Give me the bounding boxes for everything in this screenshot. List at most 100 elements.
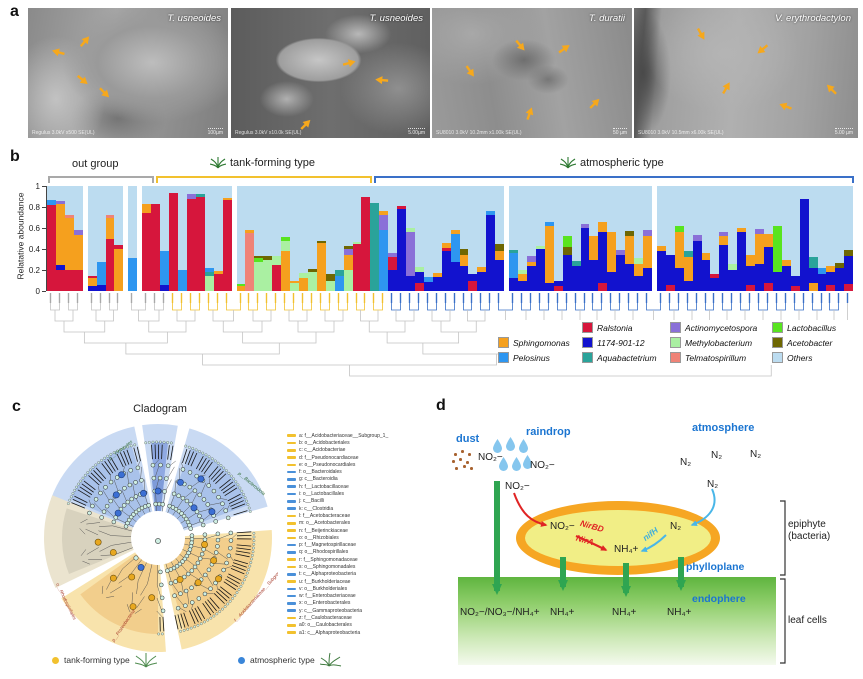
- bar: [544, 186, 554, 291]
- bar-segment: [562, 255, 572, 291]
- bar: [236, 186, 246, 291]
- tank-bracket: [156, 176, 372, 183]
- bar: [799, 186, 809, 291]
- bar: [334, 186, 344, 291]
- taxa-label: c: c__Acidobacteriae: [299, 447, 346, 454]
- bar-segment: [772, 225, 782, 273]
- arrow-icon: [696, 24, 712, 41]
- bar: [763, 186, 773, 291]
- bar: [151, 186, 161, 291]
- cladogram-svg: p__Firmicutesp__Bacteroidotao__Rhodospir…: [44, 424, 278, 652]
- taxa-label: d: f__Pseudonocardiaceae: [299, 454, 359, 461]
- legend-item: 1174-901-12: [582, 335, 670, 350]
- taxa-label: e: o__Pseudonocardiales: [299, 461, 356, 468]
- bar-segment: [701, 259, 711, 291]
- legend-label: Telmatospirillum: [685, 352, 747, 363]
- bar-segment: [799, 198, 809, 291]
- bar-segment: [55, 200, 65, 204]
- dust-particle-icon: [452, 460, 455, 463]
- bar-segment: [665, 255, 675, 285]
- dust-label: dust: [456, 433, 480, 445]
- bar-segment: [352, 241, 362, 244]
- taxa-dash: [287, 624, 296, 627]
- bar-segment: [204, 267, 214, 273]
- dust-particle-icon: [459, 458, 462, 461]
- bar-segment: [450, 234, 460, 262]
- bar-segment: [47, 204, 56, 291]
- bar-segment: [656, 245, 666, 252]
- bar: [142, 186, 152, 291]
- n2-label: N₂: [707, 479, 719, 490]
- bar-segment: [544, 225, 554, 283]
- bar: [343, 186, 353, 291]
- nh4-ellipse-label: NH₄+: [614, 544, 639, 555]
- legend-swatch: [582, 352, 593, 363]
- dust-particle-icon: [466, 461, 469, 464]
- taxa-dash: [287, 463, 296, 467]
- bar-segment: [414, 266, 424, 273]
- bar-segment: [607, 272, 617, 291]
- bar: [47, 186, 56, 291]
- dust-particle-icon: [454, 453, 457, 456]
- bar-segment: [817, 267, 827, 275]
- no2-dust-label: NO₂−: [478, 452, 503, 463]
- taxa-label: a0: o__Caulobacterales: [299, 622, 352, 629]
- bar-segment: [114, 244, 124, 249]
- taxa-label: a: f__Acidobacteriaceae__Subgroup_1_: [299, 432, 389, 439]
- y-tick-mark: [42, 186, 46, 187]
- bar-segment: [826, 272, 836, 285]
- legend-item: Others: [772, 350, 858, 365]
- bar-segment: [414, 272, 424, 283]
- group-label-outgroup: out group: [72, 158, 118, 170]
- legend-label: 1174-901-12: [597, 337, 645, 348]
- taxa-label: b: o__Acidobacteriales: [299, 439, 350, 446]
- bar-segment: [808, 282, 818, 291]
- taxa-item: e: o__Pseudonocardiales: [287, 461, 388, 468]
- arrow-icon: [585, 93, 602, 110]
- bar-segment: [625, 236, 635, 264]
- raindrop-label: raindrop: [526, 426, 571, 438]
- panel-b-label: b: [10, 148, 20, 165]
- phylloplane-label: phylloplane: [686, 561, 745, 573]
- bar-segment: [844, 283, 854, 291]
- no2-ellipse-label: NO₂−: [550, 521, 575, 532]
- bar-segment: [73, 270, 83, 291]
- bar-segment: [343, 255, 353, 270]
- bar: [746, 186, 756, 291]
- taxa-dash: [287, 441, 296, 445]
- sem-image-1: T. usneoides Regulus 3.0kV x500 SE(UL) 1…: [28, 8, 228, 138]
- bar-segment: [495, 243, 505, 252]
- taxa-item: d: f__Pseudonocardiaceae: [287, 454, 388, 461]
- bar: [495, 186, 505, 291]
- bar: [580, 186, 590, 291]
- bar-segment: [643, 236, 652, 268]
- y-tick-mark: [42, 228, 46, 229]
- bar: [553, 186, 563, 291]
- legend-swatch: [670, 352, 681, 363]
- bar-segment: [213, 274, 223, 291]
- bar-segment: [518, 270, 528, 275]
- taxa-dash: [287, 434, 296, 437]
- taxa-label: g: c__Bacteroidia: [299, 476, 338, 483]
- type-legend-label: atmospheric type: [250, 655, 315, 665]
- taxa-dash: [287, 602, 296, 605]
- taxa-dash: [287, 616, 296, 620]
- bar: [755, 186, 764, 291]
- bar: [737, 186, 747, 291]
- bar: [352, 186, 362, 291]
- bar: [222, 186, 232, 291]
- taxa-item: v: o__Burkholderiales: [287, 585, 388, 592]
- taxa-dash: [287, 587, 296, 591]
- bar: [290, 186, 299, 291]
- taxa-item: w: f__Enterobacteriaceae: [287, 593, 388, 600]
- no2-entry-arrow: [513, 492, 548, 527]
- bar: [527, 186, 536, 291]
- bar-segment: [290, 282, 299, 291]
- bar-segment: [790, 276, 800, 286]
- bar-segment: [298, 273, 308, 279]
- bar-segment: [361, 196, 371, 291]
- nh4-leaf-label: NH₄+: [550, 607, 575, 618]
- taxa-label: v: o__Burkholderiales: [299, 585, 348, 592]
- bar-segment: [544, 282, 554, 291]
